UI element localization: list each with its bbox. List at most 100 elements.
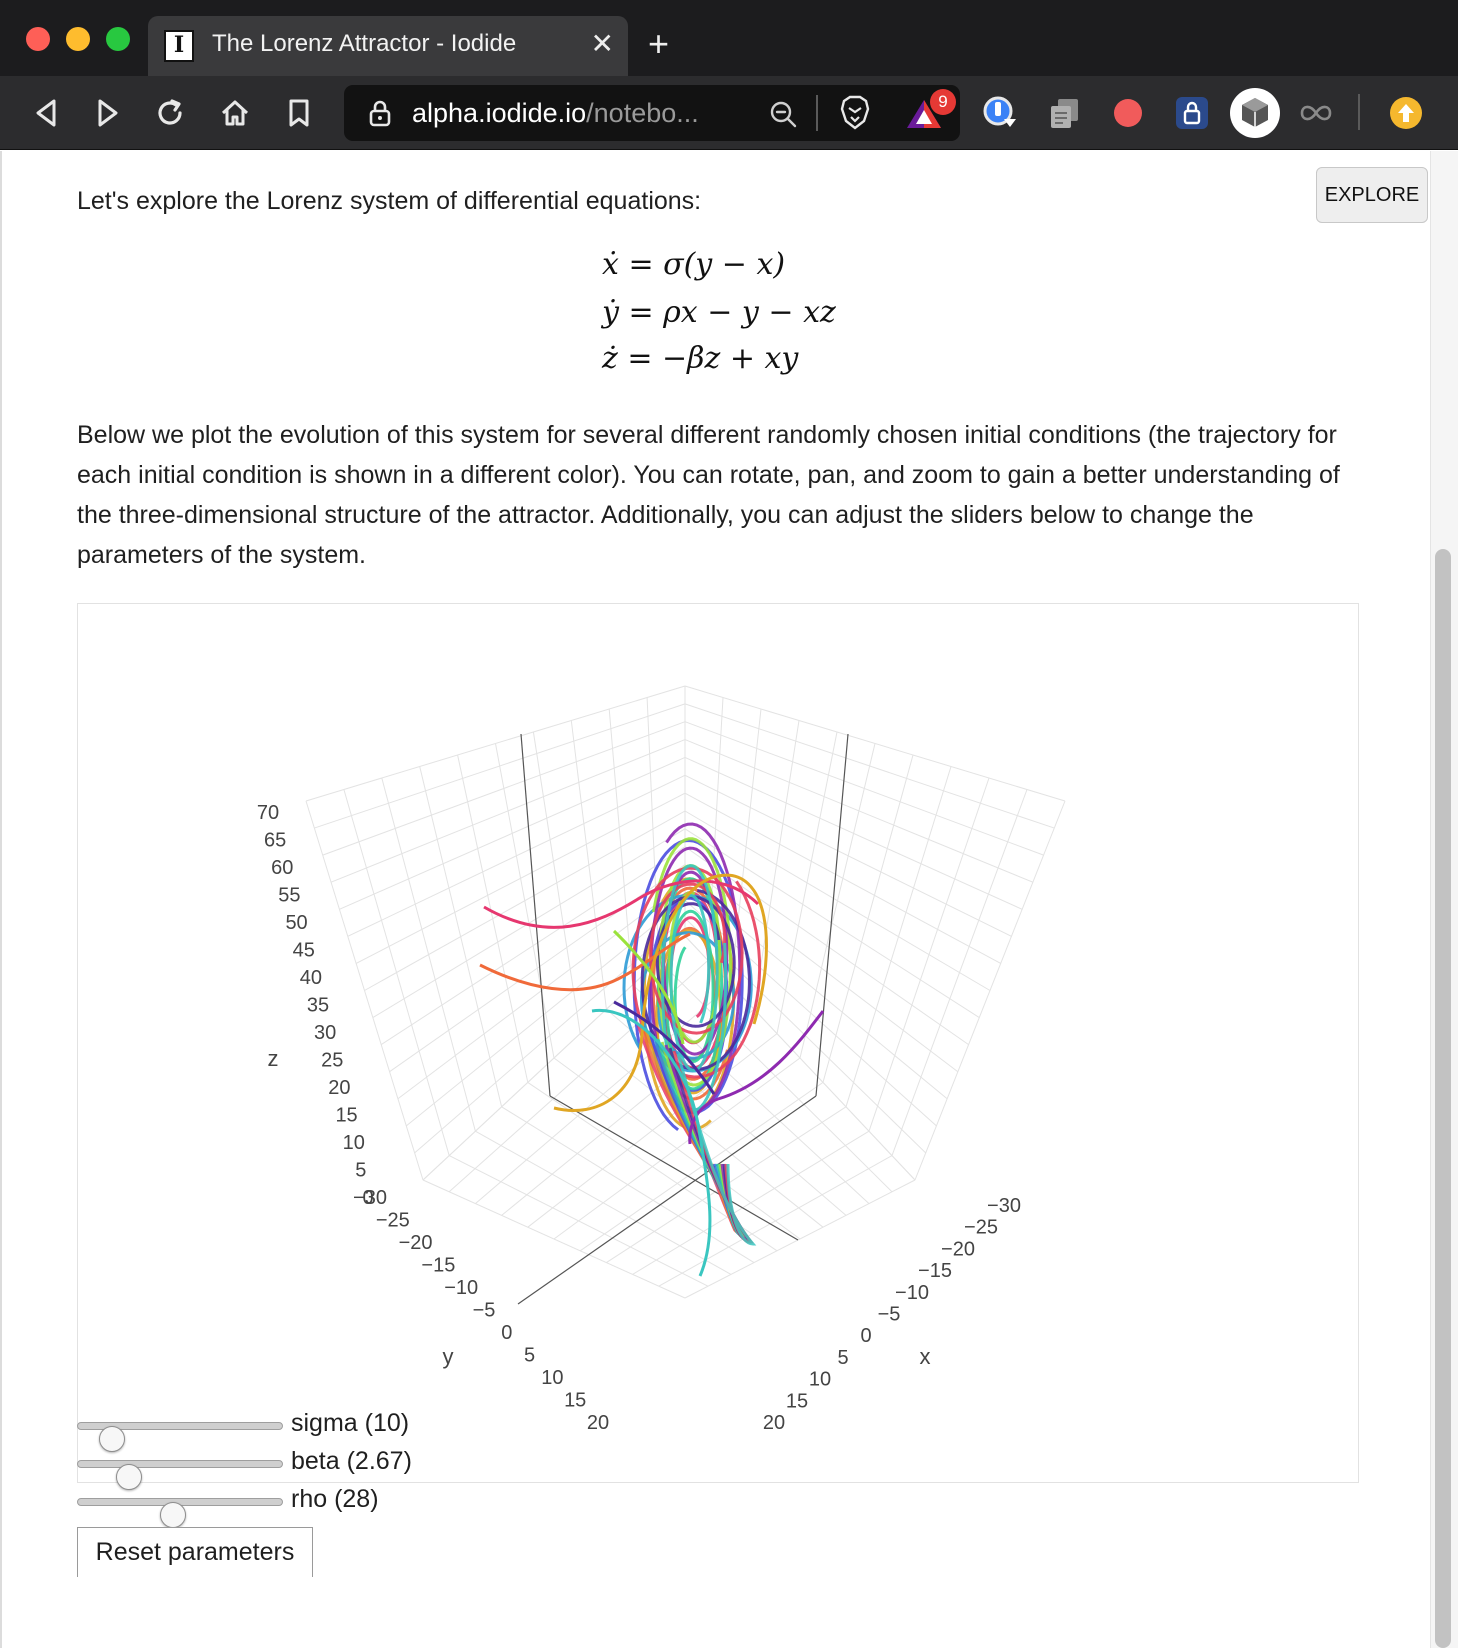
grid-line <box>684 721 1044 856</box>
grid-line <box>339 756 686 910</box>
beta-slider[interactable] <box>77 1460 283 1490</box>
x-tick-label: −10 <box>895 1282 929 1304</box>
grid-line <box>314 703 686 829</box>
maximize-window-button[interactable] <box>106 27 130 51</box>
equation-x: ẋ = σ(y − x) <box>602 247 786 282</box>
url-path: /notebo... <box>586 98 699 128</box>
rho-slider[interactable] <box>77 1498 283 1528</box>
trajectory-transient <box>553 873 768 1113</box>
rewards-badge: 9 <box>930 89 956 115</box>
y-tick-label: −10 <box>444 1277 478 1299</box>
grid-line <box>553 1057 801 1240</box>
x-tick-label: −20 <box>941 1238 975 1260</box>
notebook-page: EXPLORE Let's explore the Lorenz system … <box>0 151 1458 1648</box>
explore-button[interactable]: EXPLORE <box>1316 167 1428 223</box>
grid-line <box>684 792 1001 964</box>
home-icon[interactable] <box>216 94 254 132</box>
grid-line <box>684 828 980 1018</box>
address-bar[interactable]: alpha.iodide.io/notebo... <box>344 85 960 141</box>
x-tick-label: 20 <box>763 1412 785 1434</box>
plot-axis-ticks: 7065605550454035302520151050z−30−25−20−1… <box>257 802 1021 1434</box>
z-tick-label: 60 <box>271 857 293 879</box>
z-tick-label: 20 <box>328 1077 350 1099</box>
brave-shields-icon[interactable] <box>838 95 872 131</box>
zero-axis-line <box>815 733 849 1097</box>
infinity-icon[interactable] <box>1296 93 1336 133</box>
rho-slider-thumb[interactable] <box>160 1502 186 1528</box>
z-tick-label: 50 <box>285 912 307 934</box>
grid-line <box>684 774 1012 937</box>
beta-slider-row: beta (2.67) <box>77 1445 677 1490</box>
brave-rewards-icon[interactable] <box>904 97 944 131</box>
trajectory-transient <box>612 929 685 1045</box>
close-window-button[interactable] <box>26 27 50 51</box>
grid-line <box>364 810 686 991</box>
lorenz-3d-plot[interactable]: 70 65 60 55 50 45 40 35 30 25 20 15 10 5 0 z −30 −25 −20 −1… <box>77 603 1359 1483</box>
x-tick-label: −15 <box>918 1260 952 1282</box>
y-tick-label: 20 <box>587 1412 609 1434</box>
zoom-out-icon[interactable] <box>768 99 798 129</box>
z-tick-label: 45 <box>293 940 315 962</box>
z-tick-label: 5 <box>355 1160 366 1182</box>
grid-line <box>347 774 686 937</box>
grid-line <box>684 703 1055 829</box>
x-tick-label: 15 <box>786 1390 808 1412</box>
zero-axis-line <box>549 1095 799 1241</box>
iodide-favicon-icon: I <box>164 30 194 62</box>
grid-line <box>684 810 991 991</box>
y-tick-label: 0 <box>501 1322 512 1344</box>
description-text: Below we plot the evolution of this syst… <box>77 421 1340 569</box>
equation-z: ż = −βz + xy <box>602 341 799 376</box>
bookmark-icon[interactable] <box>280 94 318 132</box>
x-tick-label: −30 <box>987 1195 1021 1217</box>
trajectory-transient <box>479 932 691 992</box>
z-tick-label: 65 <box>264 830 286 852</box>
back-icon[interactable] <box>28 94 66 132</box>
reload-icon[interactable] <box>152 94 190 132</box>
z-tick-label: 25 <box>321 1050 343 1072</box>
update-icon[interactable] <box>1386 93 1426 133</box>
urlbar-divider <box>816 95 818 131</box>
z-tick-label: 10 <box>343 1132 365 1154</box>
sigma-slider-thumb[interactable] <box>98 1426 125 1452</box>
browser-tab[interactable]: I The Lorenz Attractor - Iodide ✕ <box>148 16 628 76</box>
y-tick-label: −5 <box>473 1300 496 1322</box>
grid-line <box>579 1081 824 1252</box>
browser-toolbar: alpha.iodide.io/notebo... 9 <box>0 76 1458 150</box>
lock-extension-icon[interactable] <box>1172 93 1212 133</box>
z-tick-label: 70 <box>257 802 279 824</box>
grid-line <box>684 1179 916 1299</box>
plot-grid <box>305 685 1066 1305</box>
beta-slider-thumb[interactable] <box>116 1464 143 1490</box>
y-tick-label: −25 <box>376 1210 410 1232</box>
y-tick-label: −20 <box>399 1232 433 1254</box>
grid-line <box>658 1155 893 1287</box>
equation-y: ẏ = ρx − y − xz <box>602 295 836 330</box>
password-manager-icon[interactable] <box>980 93 1020 133</box>
scrollbar[interactable] <box>1430 151 1458 1648</box>
trajectory-transient <box>483 879 760 929</box>
scrollbar-thumb[interactable] <box>1435 549 1451 1648</box>
trajectory-transient <box>591 1009 712 1277</box>
url-host: alpha.iodide.io <box>412 98 587 128</box>
trajectory-transient <box>613 1000 716 1095</box>
zero-axis-line <box>517 1095 817 1305</box>
reset-parameters-button[interactable]: Reset parameters <box>77 1527 313 1577</box>
cube-extension-icon[interactable] <box>1228 86 1282 140</box>
new-tab-button[interactable]: + <box>648 23 670 64</box>
plot-canvas[interactable]: 7065605550454035302520151050z−30−25−20−1… <box>78 604 1358 1482</box>
copy-extension-icon[interactable] <box>1044 93 1084 133</box>
beta-label: beta (2.67) <box>291 1447 412 1475</box>
x-tick-label: 0 <box>860 1325 871 1347</box>
tab-close-icon[interactable]: ✕ <box>590 28 614 59</box>
url-text[interactable]: alpha.iodide.io/notebo... <box>412 98 699 129</box>
grid-line <box>632 1130 870 1275</box>
rho-slider-row: rho (28) <box>77 1483 677 1528</box>
forward-icon[interactable] <box>88 94 126 132</box>
minimize-window-button[interactable] <box>66 27 90 51</box>
toolbar-divider <box>1358 94 1360 130</box>
record-extension-icon[interactable] <box>1108 93 1148 133</box>
x-axis-title: x <box>920 1344 931 1369</box>
x-tick-label: 10 <box>809 1369 831 1391</box>
sigma-slider[interactable] <box>77 1422 283 1452</box>
